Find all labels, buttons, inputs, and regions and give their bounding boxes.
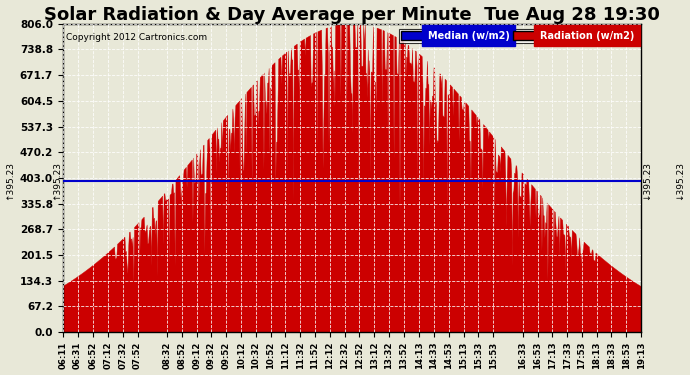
Text: ↓395.23: ↓395.23	[676, 161, 684, 200]
Text: ↑395.23: ↑395.23	[6, 161, 14, 200]
Text: Copyright 2012 Cartronics.com: Copyright 2012 Cartronics.com	[66, 33, 207, 42]
Text: ↑395.23: ↑395.23	[52, 161, 61, 200]
Title: Solar Radiation & Day Average per Minute  Tue Aug 28 19:30: Solar Radiation & Day Average per Minute…	[44, 6, 660, 24]
Text: ↓395.23: ↓395.23	[642, 161, 651, 200]
Legend: Median (w/m2), Radiation (w/m2): Median (w/m2), Radiation (w/m2)	[399, 28, 636, 43]
